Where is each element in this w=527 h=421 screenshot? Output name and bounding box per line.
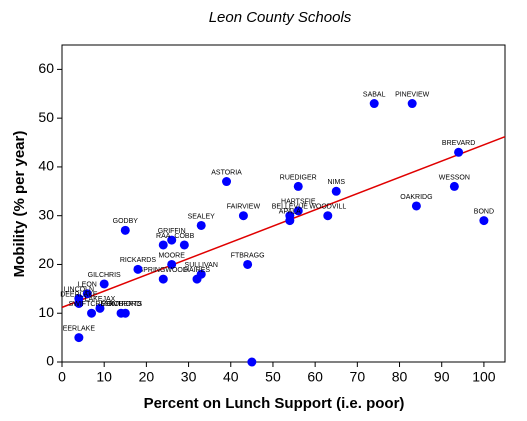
point-label: BREVARD — [442, 140, 475, 147]
point-label: MONTFORD — [101, 301, 141, 308]
chart-title: Leon County Schools — [209, 9, 352, 26]
x-tick-label: 20 — [139, 369, 155, 385]
point-label: FAIRVIEW — [227, 204, 261, 211]
point — [99, 279, 109, 289]
y-tick-label: 0 — [46, 353, 54, 369]
point — [196, 220, 206, 230]
point-label: PINEVIEW — [395, 91, 430, 98]
point-label: SEALEY — [188, 213, 216, 220]
y-tick-label: 60 — [38, 60, 54, 76]
x-tick-label: 10 — [96, 369, 112, 385]
point — [243, 259, 253, 269]
point — [158, 274, 168, 284]
point-label: SPRINGWOOD — [139, 267, 188, 274]
point — [87, 308, 97, 318]
point — [369, 99, 379, 109]
point-label: OAKRIDG — [400, 194, 432, 201]
trend-line — [61, 135, 506, 309]
y-tick-label: 40 — [38, 158, 54, 174]
point — [411, 201, 421, 211]
x-tick-label: 80 — [392, 369, 408, 385]
point-label: ASTORIA — [211, 169, 242, 176]
point-label: RICKARDS — [120, 257, 157, 264]
x-tick-label: 70 — [350, 369, 366, 385]
point-label: ROBERTS — [108, 301, 142, 308]
point — [222, 177, 232, 187]
point — [158, 240, 168, 250]
point — [74, 333, 84, 343]
point-label: EERLAKE — [63, 325, 96, 332]
x-tick-label: 0 — [58, 369, 66, 385]
point — [167, 235, 177, 245]
point-label: BOND — [474, 208, 494, 215]
y-tick-label: 10 — [38, 304, 54, 320]
point — [285, 216, 295, 226]
point-label: WESSON — [439, 174, 470, 181]
point-label: GILCHRIS — [88, 272, 121, 279]
point-label: BELLEVUE — [272, 204, 309, 211]
point — [247, 357, 257, 367]
point-label: SABAL — [363, 91, 386, 98]
point — [192, 274, 202, 284]
point-label: RUEDIGER — [280, 174, 317, 181]
point-label: WOODVILL — [309, 204, 346, 211]
point-label: SULLIVAN — [185, 262, 218, 269]
point — [179, 240, 189, 250]
point — [479, 216, 489, 226]
point-label: GODBY — [113, 218, 139, 225]
x-tick-label: 40 — [223, 369, 239, 385]
x-axis-title: Percent on Lunch Support (i.e. poor) — [144, 395, 405, 412]
point-label: SWIFTCREEK — [69, 301, 115, 308]
point — [293, 181, 303, 191]
point-label: MOORE — [158, 252, 185, 259]
y-axis-title: Mobility (% per year) — [11, 131, 28, 278]
point-label: DEERLAKE — [60, 291, 98, 298]
x-tick-label: 90 — [434, 369, 450, 385]
y-tick-label: 50 — [38, 109, 54, 125]
point-label: COBB — [174, 233, 194, 240]
point — [167, 259, 177, 269]
point — [323, 211, 333, 221]
point-label: GRIFFIN — [158, 228, 186, 235]
y-tick-label: 20 — [38, 255, 54, 271]
point — [133, 264, 143, 274]
point-label: LINCOLN — [64, 286, 94, 293]
point-label: LEON — [78, 282, 97, 289]
point-label: NIMS — [327, 179, 345, 186]
x-tick-label: 60 — [307, 369, 323, 385]
point-label: FTBRAGG — [231, 252, 265, 259]
point — [95, 303, 105, 313]
point — [331, 186, 341, 196]
point-label: APALA — [279, 208, 301, 215]
point — [449, 181, 459, 191]
point — [82, 289, 92, 299]
point — [120, 308, 130, 318]
point-label: HARTSFIE — [281, 199, 316, 206]
x-tick-label: 100 — [472, 369, 496, 385]
point — [407, 99, 417, 109]
point-label: HAIRES — [184, 267, 210, 274]
x-tick-label: 50 — [265, 369, 281, 385]
point — [454, 147, 464, 157]
point — [238, 211, 248, 221]
y-tick-label: 30 — [38, 206, 54, 222]
point-label: LAKEJAX — [85, 296, 116, 303]
point-label: RAA — [156, 233, 171, 240]
plot-frame — [61, 44, 506, 363]
point — [120, 225, 130, 235]
point — [74, 298, 84, 308]
point — [293, 206, 303, 216]
x-tick-label: 30 — [181, 369, 197, 385]
